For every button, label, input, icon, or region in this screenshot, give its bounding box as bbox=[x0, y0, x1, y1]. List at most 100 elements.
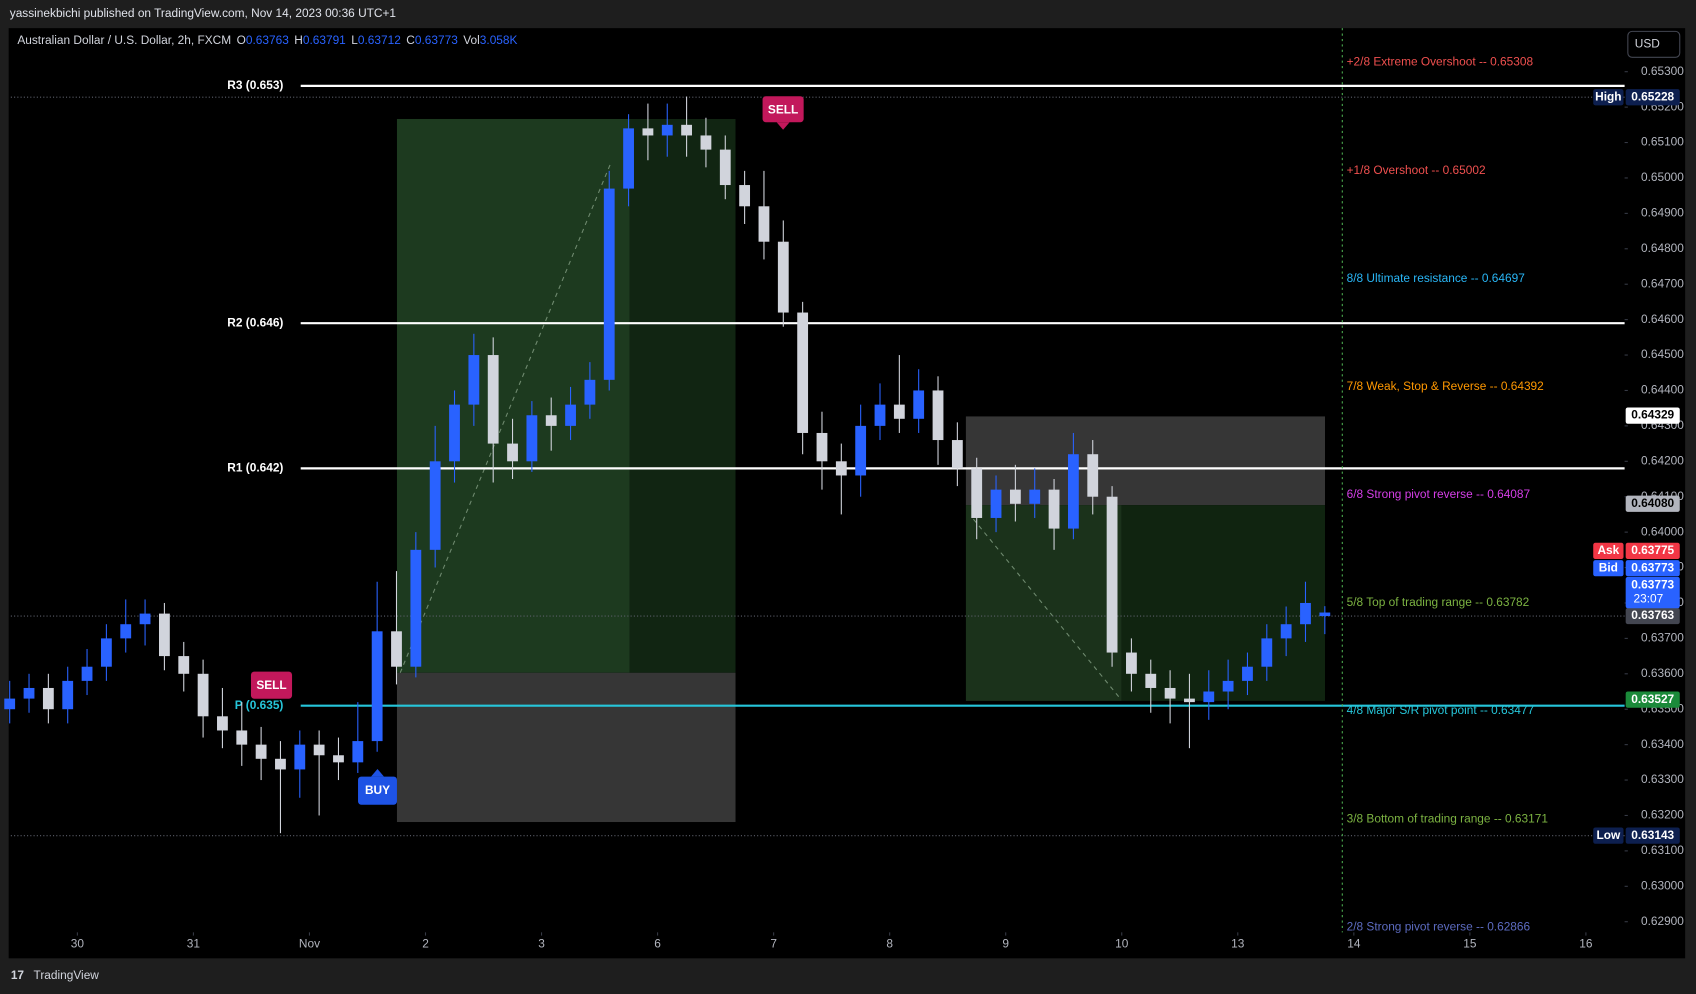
candle-body bbox=[913, 390, 925, 419]
murrey-level-label: 8/8 Ultimate resistance -- 0.64697 bbox=[1347, 271, 1525, 285]
price-tag-box bbox=[1593, 542, 1624, 559]
y-tick-label: 0.65300 bbox=[1641, 64, 1684, 78]
bar-countdown: 23:07 bbox=[1634, 592, 1664, 606]
price-badge bbox=[1625, 407, 1680, 424]
signal-box bbox=[358, 776, 397, 805]
price-tag-label: Low bbox=[1596, 828, 1621, 842]
x-tick-label: 8 bbox=[886, 936, 893, 950]
candle-body bbox=[893, 404, 905, 419]
candle-body bbox=[1242, 666, 1253, 681]
y-tick-label: 0.62900 bbox=[1641, 914, 1684, 928]
brand: TradingView bbox=[34, 968, 100, 982]
candle-body bbox=[449, 404, 460, 462]
candle-body bbox=[507, 443, 518, 462]
y-tick-label: 0.64200 bbox=[1641, 453, 1684, 467]
last-price-label: 0.63773 bbox=[1631, 578, 1674, 592]
candle-body bbox=[429, 461, 441, 550]
buy-signal: BUY bbox=[358, 769, 397, 805]
price-badge bbox=[1625, 495, 1680, 512]
murrey-level-label: +1/8 Overshoot -- 0.65002 bbox=[1347, 163, 1486, 177]
y-tick-label: 0.63100 bbox=[1641, 843, 1684, 857]
candle-body bbox=[371, 631, 383, 742]
candle-body bbox=[4, 698, 16, 710]
price-badge-label: 0.63527 bbox=[1631, 692, 1674, 706]
currency-button[interactable]: USD bbox=[1627, 30, 1681, 58]
x-tick-label: 30 bbox=[71, 936, 85, 950]
stop-zone bbox=[965, 416, 1325, 506]
candle-body bbox=[584, 379, 596, 405]
legend-value: 0.63791 bbox=[303, 33, 346, 47]
target-zone-closed bbox=[629, 118, 736, 673]
candle-body bbox=[468, 355, 480, 405]
signal-label: SELL bbox=[256, 678, 286, 692]
price-badge bbox=[1625, 607, 1680, 625]
candle-body bbox=[565, 404, 576, 426]
candle-body bbox=[1087, 454, 1099, 497]
currency-label[interactable]: USD bbox=[1635, 36, 1660, 50]
price-tag-label: Bid bbox=[1599, 560, 1618, 574]
candle-body bbox=[313, 744, 325, 756]
candle-body bbox=[874, 404, 886, 426]
x-tick-label: 10 bbox=[1115, 936, 1129, 950]
candle-body bbox=[661, 124, 673, 136]
price-tag-box bbox=[1593, 560, 1624, 577]
candle-body bbox=[526, 415, 538, 462]
y-tick-label: 0.64000 bbox=[1641, 524, 1684, 538]
footer: 17 TradingView bbox=[11, 968, 99, 982]
candle-body bbox=[1164, 687, 1176, 699]
candle-body bbox=[236, 730, 248, 745]
y-tick-label: 0.63400 bbox=[1641, 737, 1684, 751]
candle-body bbox=[758, 206, 770, 242]
long-position bbox=[396, 118, 736, 823]
price-badge-label: 0.65228 bbox=[1631, 89, 1674, 103]
price-badge bbox=[1625, 691, 1680, 708]
candle-body bbox=[835, 461, 847, 476]
candle-body bbox=[275, 758, 286, 770]
candle-body bbox=[1067, 454, 1079, 529]
price-badge bbox=[1625, 89, 1680, 106]
price-axis-badges: 0.65228 High 0.64329 0.64080 0.63763 0.63527 0… bbox=[1593, 89, 1680, 844]
candle-body bbox=[719, 149, 731, 186]
candle-body bbox=[739, 185, 751, 207]
price-badge-label: 0.63143 bbox=[1631, 828, 1674, 842]
murrey-level-label: 2/8 Strong pivot reverse -- 0.62866 bbox=[1347, 919, 1531, 933]
candle-body bbox=[1106, 496, 1118, 653]
candle-body bbox=[932, 390, 944, 441]
publisher-line: yassinekbichi published on TradingView.c… bbox=[10, 6, 397, 20]
legend-key: Vol bbox=[463, 33, 480, 47]
candle-body bbox=[951, 440, 963, 469]
last-price-badge bbox=[1625, 576, 1680, 609]
signal-label: SELL bbox=[768, 102, 798, 116]
pivot-label: R3 (0.653) bbox=[227, 78, 283, 92]
candle-body bbox=[391, 631, 402, 667]
candle-body bbox=[410, 549, 422, 667]
y-tick-label: 0.63200 bbox=[1641, 808, 1684, 822]
price-badge-label: 0.63775 bbox=[1631, 543, 1674, 557]
signal-box bbox=[762, 96, 804, 123]
stop-zone bbox=[396, 672, 736, 823]
y-tick-label: 0.63300 bbox=[1641, 772, 1684, 786]
x-tick-label: 2 bbox=[422, 936, 429, 950]
murrey-level-label: 3/8 Bottom of trading range -- 0.63171 bbox=[1347, 811, 1549, 825]
x-tick-label: 31 bbox=[187, 936, 201, 950]
candle-body bbox=[642, 128, 654, 136]
x-tick-label: 15 bbox=[1463, 936, 1477, 950]
y-tick-label: 0.64600 bbox=[1641, 312, 1684, 326]
x-tick-label: Nov bbox=[299, 936, 320, 950]
pivot-label: P (0.635) bbox=[235, 698, 284, 712]
price-badge bbox=[1625, 560, 1680, 577]
candle-body bbox=[603, 188, 615, 380]
candle-body bbox=[700, 135, 712, 150]
currency-box[interactable] bbox=[1627, 30, 1681, 58]
candle-body bbox=[81, 666, 93, 681]
y-tick-label: 0.64700 bbox=[1641, 276, 1684, 290]
legend-key: L bbox=[351, 33, 358, 47]
price-tag-box bbox=[1593, 89, 1624, 106]
candle-body bbox=[62, 680, 74, 710]
legend-key: H bbox=[294, 33, 303, 47]
murrey-level-label: +2/8 Extreme Overshoot -- 0.65308 bbox=[1347, 55, 1534, 69]
x-tick-label: 9 bbox=[1002, 936, 1009, 950]
candle-body bbox=[197, 673, 209, 717]
candle-body bbox=[623, 128, 634, 189]
